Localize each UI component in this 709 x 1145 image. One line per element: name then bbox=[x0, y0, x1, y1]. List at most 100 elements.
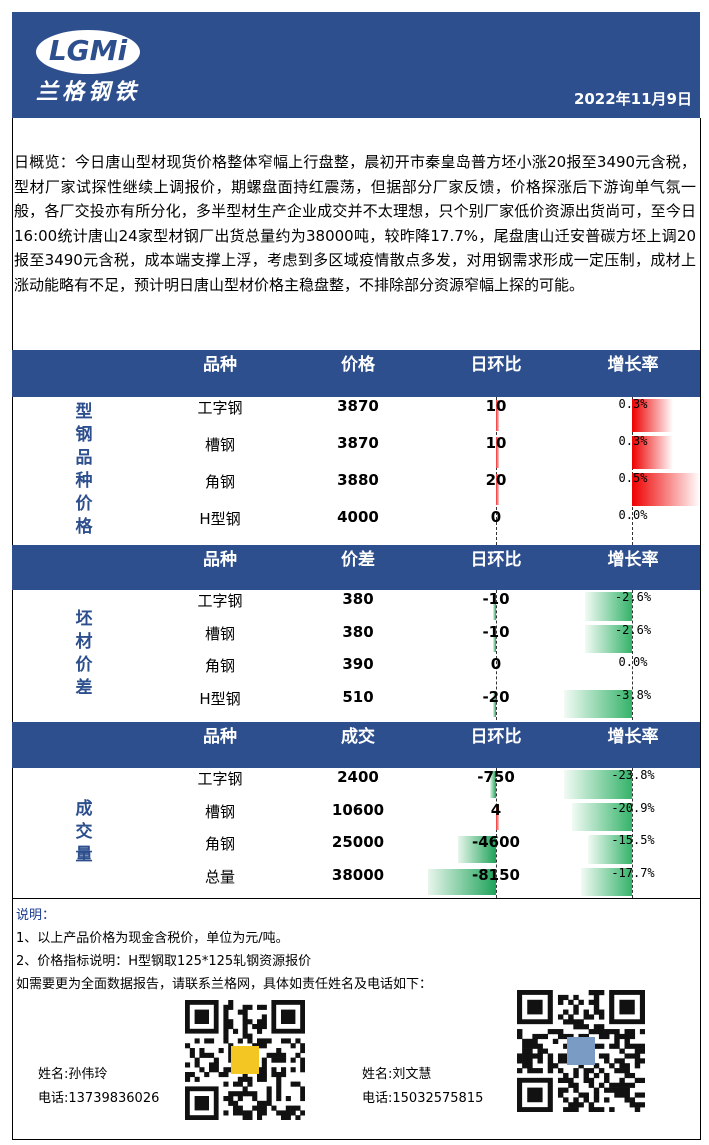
qr-module bbox=[213, 1057, 219, 1063]
contact-name: 姓名:刘文慧 bbox=[362, 1067, 432, 1082]
qr-module bbox=[300, 1096, 305, 1102]
qr-module bbox=[547, 1063, 554, 1069]
qr-module bbox=[593, 999, 600, 1005]
logo: LGMi bbox=[48, 34, 128, 67]
qr-module bbox=[609, 1043, 615, 1049]
qr-module bbox=[276, 1091, 282, 1097]
qr-module bbox=[261, 1038, 267, 1044]
qr-module bbox=[609, 1063, 615, 1069]
qr-module bbox=[629, 1102, 636, 1108]
section-label: 坯材价差 bbox=[71, 609, 92, 701]
qr-module bbox=[247, 1038, 253, 1044]
qr-module bbox=[285, 1096, 291, 1102]
qr-module bbox=[583, 1097, 589, 1103]
qr-module bbox=[185, 1062, 191, 1068]
qr-module bbox=[266, 1052, 272, 1058]
qr-module bbox=[233, 1110, 239, 1116]
change-cell: -4600 bbox=[472, 833, 520, 851]
rate-bar bbox=[585, 592, 632, 621]
qr-module bbox=[522, 1043, 528, 1049]
rate-bar bbox=[564, 689, 632, 718]
qr-module bbox=[614, 1092, 620, 1098]
qr-module bbox=[257, 1043, 263, 1049]
qr-module bbox=[281, 1038, 287, 1044]
qr-module bbox=[639, 1043, 645, 1049]
qr-module bbox=[588, 1102, 595, 1108]
qr-module bbox=[619, 1082, 625, 1088]
qr-module bbox=[276, 1072, 282, 1078]
qr-module bbox=[285, 1110, 291, 1116]
change-cell: -20 bbox=[482, 687, 510, 706]
qr-module bbox=[552, 1038, 559, 1044]
qr-module bbox=[185, 1072, 191, 1078]
qr-module bbox=[557, 1033, 564, 1040]
qr-module bbox=[527, 1048, 533, 1054]
qr-module bbox=[218, 1072, 224, 1078]
qr-module bbox=[593, 1029, 600, 1035]
qr-module bbox=[563, 1053, 569, 1059]
qr-module bbox=[557, 1014, 564, 1020]
qr-module bbox=[517, 1029, 523, 1035]
qr-module bbox=[557, 1077, 564, 1084]
qr-module bbox=[614, 1082, 620, 1088]
section-header bbox=[12, 350, 700, 397]
qr-module bbox=[629, 1043, 636, 1049]
qr-module bbox=[537, 1043, 543, 1049]
qr-module bbox=[247, 1019, 253, 1025]
qr-module bbox=[563, 1087, 569, 1093]
logo-oval bbox=[36, 30, 140, 74]
qr-module bbox=[204, 1038, 210, 1044]
qr-module bbox=[629, 1072, 636, 1079]
qr-module bbox=[189, 1048, 195, 1054]
qr-module bbox=[614, 1033, 620, 1040]
qr-module bbox=[583, 1068, 589, 1074]
qr-module bbox=[261, 1004, 267, 1010]
qr-module bbox=[213, 1062, 219, 1068]
qr-module bbox=[233, 1081, 239, 1087]
qr-module bbox=[568, 1082, 574, 1088]
qr-module bbox=[573, 1019, 579, 1025]
qr-module bbox=[194, 1062, 200, 1068]
qr-module bbox=[517, 1053, 523, 1059]
qr-module bbox=[257, 1072, 263, 1078]
qr-module bbox=[261, 1110, 267, 1116]
qr-module bbox=[593, 1063, 600, 1069]
rate-bar bbox=[632, 399, 673, 432]
qr-module bbox=[204, 1072, 210, 1078]
name-cell: 槽钢 bbox=[204, 624, 235, 643]
qr-module bbox=[563, 1058, 569, 1064]
qr-module bbox=[228, 1019, 234, 1025]
qr-module bbox=[276, 1052, 282, 1058]
qr-module bbox=[261, 1057, 267, 1063]
qr-module bbox=[522, 1038, 528, 1044]
qr-module bbox=[532, 1033, 538, 1040]
qr-module bbox=[634, 1102, 641, 1108]
qr-module bbox=[537, 1068, 543, 1074]
qr-module bbox=[295, 1052, 301, 1058]
qr-module bbox=[563, 1043, 569, 1049]
qr-module bbox=[557, 1029, 564, 1035]
qr-module bbox=[281, 1072, 287, 1078]
qr-module bbox=[194, 1009, 209, 1024]
qr-module bbox=[598, 1107, 605, 1112]
qr-module bbox=[242, 1033, 248, 1039]
qr-module bbox=[573, 994, 579, 1001]
qr-module bbox=[242, 1086, 248, 1092]
qr-module bbox=[242, 1014, 248, 1020]
qr-module bbox=[604, 1053, 610, 1059]
qr-module bbox=[634, 1063, 641, 1069]
qr-module bbox=[604, 1087, 610, 1093]
note: 1、以上产品价格为现金含税价，单位为元/吨。 bbox=[16, 931, 289, 946]
qr-module bbox=[290, 1043, 296, 1049]
qr-module bbox=[532, 1053, 538, 1059]
qr-code bbox=[517, 990, 645, 1112]
qr-module bbox=[578, 1024, 584, 1030]
rate-cell: -20.9% bbox=[611, 800, 655, 815]
qr-module bbox=[300, 1062, 305, 1068]
qr-module bbox=[573, 1068, 579, 1074]
qr-module bbox=[223, 1004, 229, 1010]
qr-module bbox=[209, 1062, 215, 1068]
qr-module bbox=[583, 1014, 589, 1020]
qr-module bbox=[285, 1038, 291, 1044]
